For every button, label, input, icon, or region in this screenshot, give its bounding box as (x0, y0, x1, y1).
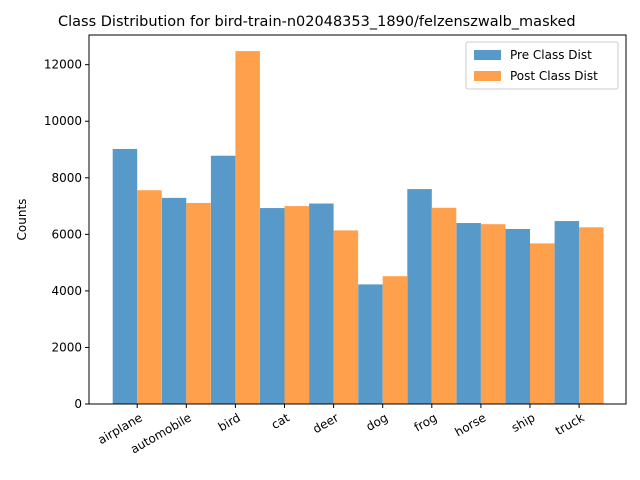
bar-pre-cat (260, 208, 285, 404)
bar-pre-automobile (161, 197, 187, 404)
bar-pre-airplane (112, 148, 138, 404)
bar-post-truck (579, 227, 604, 404)
bar-pre-bird (210, 155, 236, 404)
y-tick-label: 10000 (44, 114, 82, 128)
plot-frame (88, 34, 627, 405)
y-tick-label: 12000 (44, 58, 82, 72)
legend-swatch (474, 50, 501, 60)
legend-box (465, 41, 619, 90)
bar-pre-truck (554, 221, 580, 404)
y-tick-label: 8000 (51, 171, 82, 185)
bar-pre-horse (456, 223, 481, 404)
bars-group (112, 51, 604, 405)
bar-post-airplane (137, 190, 162, 404)
legend-label: Pre Class Dist (510, 48, 592, 62)
bar-pre-ship (505, 228, 530, 404)
y-tick-label: 2000 (51, 340, 82, 354)
legend-swatch (474, 71, 501, 81)
y-tick-label: 4000 (51, 284, 82, 298)
bar-post-bird (235, 51, 260, 405)
bar-post-frog (431, 207, 457, 404)
bar-post-cat (284, 206, 309, 404)
bar-post-deer (333, 230, 359, 404)
y-axis-label: Counts (15, 199, 29, 241)
bar-pre-dog (358, 284, 383, 404)
bar-post-automobile (186, 202, 211, 404)
legend: Pre Class Dist Post Class Dist (465, 41, 619, 90)
legend-label: Post Class Dist (510, 69, 598, 83)
y-tick-label: 0 (74, 397, 82, 411)
bar-post-ship (530, 243, 555, 404)
bar-pre-deer (309, 203, 334, 404)
bar-pre-frog (407, 189, 432, 404)
y-axis-ticks: 0 2000 4000 6000 8000 10000 12000 (44, 58, 89, 411)
bar-post-horse (480, 224, 506, 404)
chart-title: Class Distribution for bird-train-n02048… (58, 14, 576, 30)
bar-post-dog (382, 276, 408, 404)
y-tick-label: 6000 (51, 227, 82, 241)
